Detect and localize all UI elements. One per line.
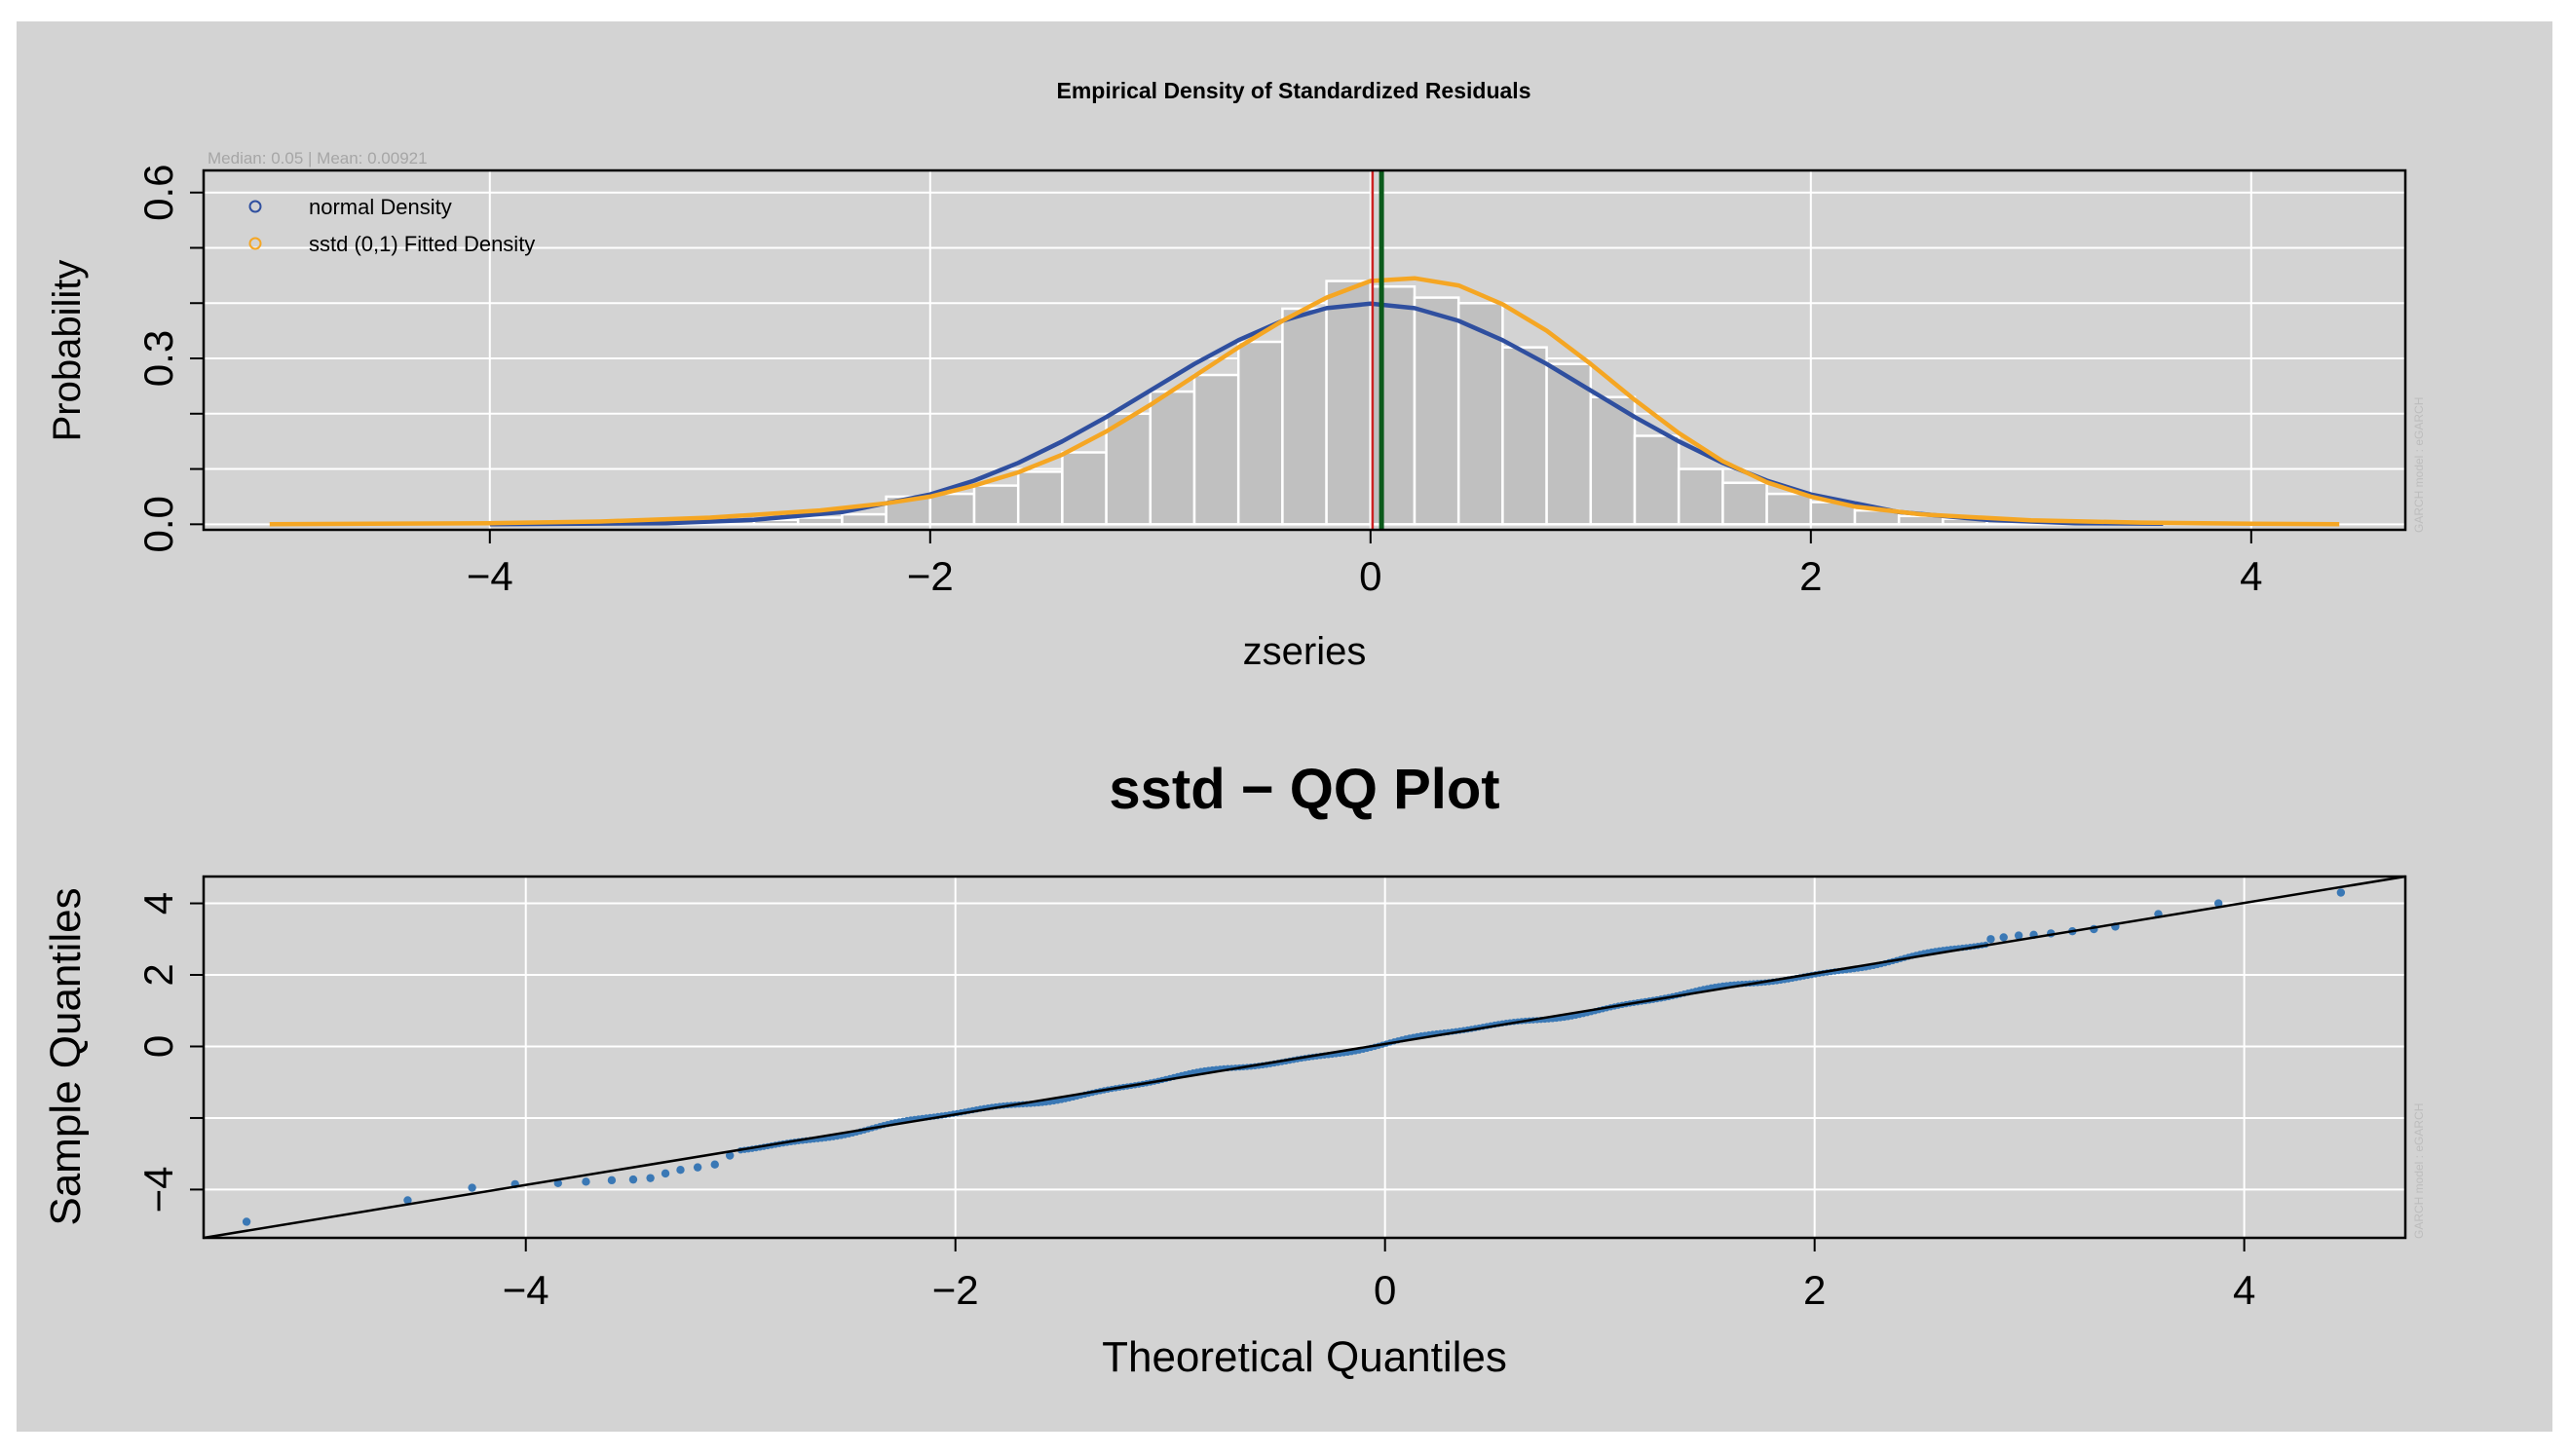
density-y-axis-label: Probability bbox=[46, 260, 89, 442]
histogram-bar bbox=[1192, 373, 1240, 526]
qq-x-tick-label: −2 bbox=[932, 1267, 979, 1313]
qq-line bbox=[203, 875, 2406, 1240]
qq-chart-title: sstd − QQ Plot bbox=[1109, 758, 1499, 821]
legend-sstd-marker bbox=[248, 237, 262, 250]
median-mean-lines bbox=[1371, 170, 1384, 530]
density-y-tick-label: 0.0 bbox=[135, 496, 181, 552]
qq-point bbox=[646, 1174, 655, 1182]
qq-x-tick-label: −4 bbox=[503, 1267, 549, 1313]
density-histogram bbox=[576, 280, 2165, 526]
density-x-tick-label: 0 bbox=[1359, 553, 1381, 599]
qq-x-tick-label: 4 bbox=[2233, 1267, 2255, 1313]
qq-grid bbox=[204, 877, 2405, 1238]
chart-canvas: Empirical Density of Standardized Residu… bbox=[42, 78, 2426, 1381]
qq-point bbox=[2014, 931, 2023, 940]
qq-point bbox=[1986, 935, 1995, 944]
qq-y-tick-label: 2 bbox=[135, 963, 181, 986]
qq-point bbox=[725, 1151, 735, 1160]
histogram-bar bbox=[1149, 390, 1196, 526]
qq-point bbox=[710, 1160, 719, 1169]
histogram-bar bbox=[1589, 395, 1637, 526]
histogram-bar bbox=[1413, 296, 1460, 526]
density-curves bbox=[269, 276, 2340, 527]
qq-point bbox=[2213, 899, 2223, 908]
density-axes: −4 −2 0 2 4 0.0 0.3 0.6 bbox=[135, 165, 2262, 599]
histogram-bar bbox=[1061, 451, 1108, 526]
qq-point bbox=[661, 1169, 670, 1178]
qq-point bbox=[607, 1176, 617, 1185]
qq-y-axis-label: Sample Quantiles bbox=[42, 887, 90, 1225]
qq-x-tick-label: 2 bbox=[1803, 1267, 1826, 1313]
qq-reference-line bbox=[203, 875, 2406, 1240]
density-x-axis-label: zseries bbox=[1243, 630, 1367, 673]
density-watermark: GARCH model : eGARCH bbox=[2412, 397, 2426, 533]
qq-point bbox=[1999, 933, 2008, 942]
density-x-tick-label: −4 bbox=[467, 553, 513, 599]
qq-point bbox=[2336, 888, 2346, 897]
qq-y-tick-label: 4 bbox=[135, 892, 181, 915]
sstd-density-line bbox=[269, 276, 2340, 527]
qq-point bbox=[693, 1163, 702, 1172]
histogram-bar bbox=[1016, 470, 1064, 526]
legend-sstd-label: sstd (0,1) Fitted Density bbox=[309, 232, 535, 256]
qq-y-tick-label: 0 bbox=[135, 1035, 181, 1058]
histogram-bar bbox=[1456, 301, 1504, 526]
histogram-bar bbox=[841, 512, 888, 526]
histogram-bar bbox=[1369, 284, 1417, 526]
histogram-bar bbox=[1721, 481, 1768, 526]
legend-normal-label: normal Density bbox=[309, 195, 452, 219]
legend-normal-marker bbox=[248, 200, 262, 213]
plot-panel: Empirical Density of Standardized Residu… bbox=[17, 21, 2552, 1432]
density-y-tick-label: 0.6 bbox=[135, 165, 181, 221]
density-chart-title: Empirical Density of Standardized Residu… bbox=[1057, 78, 1531, 103]
density-legend: normal Density sstd (0,1) Fitted Density bbox=[248, 195, 535, 256]
histogram-bar bbox=[928, 492, 976, 526]
histogram-bar bbox=[1677, 467, 1724, 526]
qq-x-axis-label: Theoretical Quantiles bbox=[1102, 1333, 1507, 1381]
density-chart-subtitle: Median: 0.05 | Mean: 0.00921 bbox=[208, 149, 428, 168]
histogram-bar bbox=[1633, 434, 1681, 526]
qq-point bbox=[582, 1177, 590, 1186]
histogram-bar bbox=[1325, 280, 1373, 526]
density-y-tick-label: 0.3 bbox=[135, 330, 181, 387]
density-x-tick-label: 4 bbox=[2240, 553, 2262, 599]
qq-x-tick-label: 0 bbox=[1374, 1267, 1396, 1313]
histogram-bar bbox=[972, 484, 1020, 526]
qq-y-tick-label: −4 bbox=[135, 1166, 181, 1213]
density-x-tick-label: 2 bbox=[1799, 553, 1822, 599]
histogram-bar bbox=[1281, 307, 1328, 526]
qq-watermark: GARCH model : eGARCH bbox=[2412, 1103, 2426, 1239]
histogram-bar bbox=[1105, 412, 1152, 526]
qq-point bbox=[403, 1196, 412, 1205]
histogram-bar bbox=[1765, 492, 1813, 526]
qq-point bbox=[242, 1217, 251, 1226]
qq-point bbox=[468, 1183, 476, 1192]
histogram-bar bbox=[796, 516, 844, 526]
qq-point bbox=[628, 1175, 638, 1184]
density-x-tick-label: −2 bbox=[907, 553, 954, 599]
qq-axes: −4 −2 0 2 4 4 2 0 −4 bbox=[135, 892, 2255, 1313]
histogram-bar bbox=[1236, 340, 1284, 526]
qq-point bbox=[676, 1166, 685, 1175]
histogram-bar bbox=[1501, 346, 1548, 526]
